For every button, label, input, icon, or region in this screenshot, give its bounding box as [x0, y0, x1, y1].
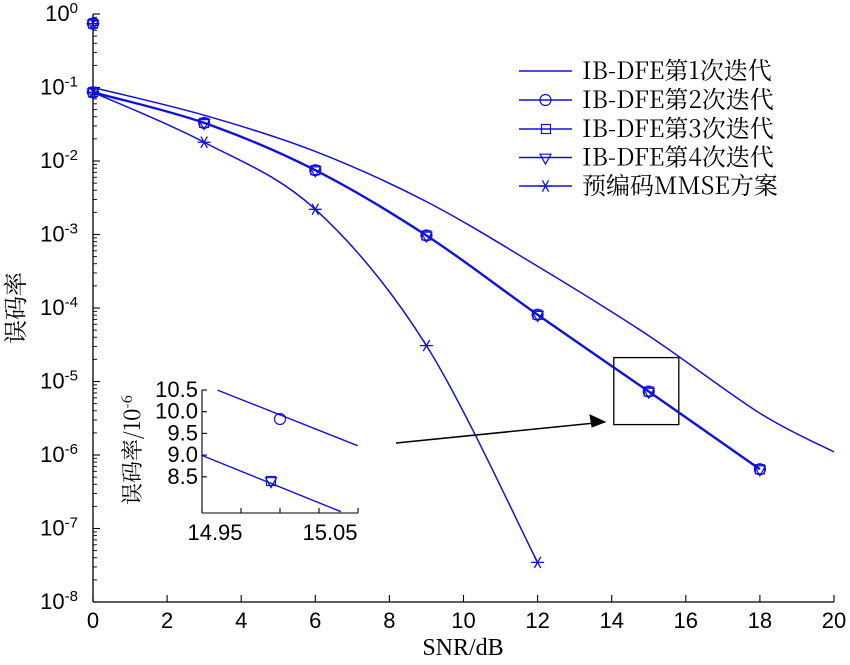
svg-text:8.5: 8.5: [167, 464, 198, 489]
svg-text:4: 4: [235, 608, 247, 633]
svg-text:SNR/dB: SNR/dB: [422, 635, 503, 661]
svg-text:误码率/10-6: 误码率/10-6: [116, 395, 147, 505]
svg-text:预编码MMSE方案: 预编码MMSE方案: [582, 166, 778, 201]
svg-text:16: 16: [674, 608, 698, 633]
svg-text:2: 2: [161, 608, 173, 633]
svg-text:误码率: 误码率: [0, 272, 31, 344]
svg-text:6: 6: [309, 608, 321, 633]
svg-text:8: 8: [383, 608, 395, 633]
svg-text:14.95: 14.95: [187, 520, 242, 545]
svg-text:10: 10: [451, 608, 475, 633]
svg-text:15.05: 15.05: [302, 520, 357, 545]
svg-text:18: 18: [748, 608, 772, 633]
svg-text:0: 0: [87, 608, 99, 633]
svg-text:14: 14: [599, 608, 623, 633]
svg-text:20: 20: [822, 608, 846, 633]
svg-text:12: 12: [525, 608, 549, 633]
